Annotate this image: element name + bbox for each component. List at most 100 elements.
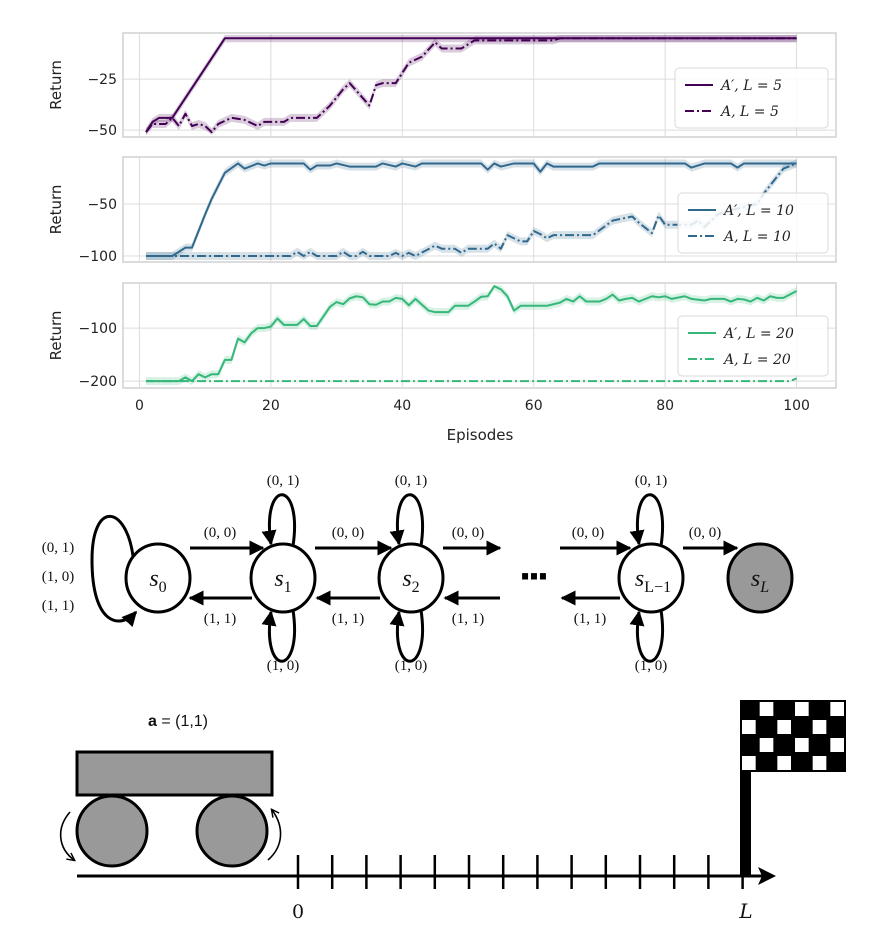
ellipsis-icon: ··· [519,557,547,597]
track-axis-arrowhead [758,867,776,885]
x-tick-label: 100 [783,398,810,414]
legend-label: A, L = 5 [719,104,779,120]
track-scene: a = (1,1) 0 L [59,700,846,923]
flag-square [777,756,791,770]
loop-label-bottom: (1, 0) [267,658,300,674]
flag-square [812,756,827,770]
s0-self-loop [90,515,138,628]
forward-edge-label: (0, 0) [689,525,722,541]
forward-edge-label: (0, 0) [572,525,605,541]
flag-square [777,720,791,734]
self-loop-bottom [629,609,664,663]
state-node-0 [124,542,192,614]
x-tick-label: 20 [262,398,280,414]
legend-box [674,67,829,129]
state-node-4 [726,542,794,614]
loop-label-top: (0, 1) [635,473,668,489]
x-tick-label: 80 [656,398,674,414]
backward-edge-label: (1, 1) [204,611,237,627]
self-loop-bottom [261,609,296,663]
state-node-1 [249,542,317,614]
y-tick-label: −100 [79,249,117,265]
series-line-proposed [145,37,797,133]
legend-box [677,192,829,254]
return-charts: −50 −25 Return A′, L = 5 A, L = 5 −100 −50 Retu… [47,32,837,414]
legend-label: A′, L = 5 [719,78,782,94]
series-line-proposed [146,162,797,257]
chart-panel-1: −50 −25 Return A′, L = 5 A, L = 5 [47,32,837,139]
flag-cloth [740,700,846,772]
s0-loop-label: (1, 0) [42,569,75,585]
x-tick-label: 0 [135,398,144,414]
flag-square [812,720,827,734]
track-start-label: 0 [292,901,304,923]
flag-square [795,738,809,752]
flag-square [830,738,844,752]
flag-square [742,756,756,770]
flag-square [759,738,774,752]
s0-loop-label: (0, 1) [42,540,75,556]
car-body [75,750,274,797]
state-label: sL−1 [635,566,671,596]
legend: A′, L = 20 A, L = 20 [677,315,829,377]
x-tick-label: 60 [525,398,543,414]
flag-square [742,720,756,734]
self-loop-top [629,493,664,547]
x-axis-label: Episodes [447,426,514,444]
backward-edge-label: (1, 1) [332,611,365,627]
s0-loop-label: (1, 1) [42,598,75,614]
flag-pole [740,700,751,876]
loop-label-top: (0, 1) [395,473,428,489]
y-axis-label: Return [47,60,65,110]
state-node-2 [377,542,445,614]
series-line-baseline [145,37,797,134]
chart-panel-3: −200 −100 0 20 40 60 80 100 Return A′, L = 20 A, L… [47,282,837,414]
backward-edge-label: (1, 1) [574,611,607,627]
y-tick-label: −25 [87,72,117,88]
loop-label-bottom: (1, 0) [395,658,428,674]
state-node-3 [617,542,685,614]
x-tick-label: 40 [393,398,411,414]
self-loop-top [261,493,296,547]
legend-label: A′, L = 20 [722,326,794,342]
legend-label: A, L = 20 [722,352,791,368]
forward-edge-label: (0, 0) [204,525,237,541]
state-label: sL [751,566,769,596]
car-wheel-right [195,794,269,868]
flag-square [830,702,844,716]
series-line-proposed [146,285,798,383]
self-loop-bottom [389,609,424,663]
rotation-arrow-right-icon [267,810,282,861]
track-end-label: L [738,899,752,923]
flag-square [759,702,774,716]
self-loop-top [389,493,424,547]
y-tick-label: −100 [79,321,117,337]
legend: A′, L = 5 A, L = 5 [674,67,829,129]
action-label: a = (1,1) [148,713,208,730]
legend: A′, L = 10 A, L = 10 [677,192,829,254]
chart-panel-2: −100 −50 Return A′, L = 10 A, L = 10 [47,156,837,265]
legend-label: A′, L = 10 [722,203,794,219]
flag-square [795,702,809,716]
state-label: s1 [274,566,291,596]
checkered-flag [740,700,846,772]
rotation-arrow-left-icon [59,811,74,860]
legend-label: A, L = 10 [722,229,791,245]
forward-edge-label: (0, 0) [332,525,365,541]
state-label: s2 [402,566,419,596]
loop-label-top: (0, 1) [267,473,300,489]
state-label: s0 [149,566,166,596]
series-line-baseline [146,377,797,383]
y-axis-label: Return [47,311,65,361]
y-tick-label: −200 [79,374,117,390]
y-axis-label: Return [47,185,65,235]
state-diagram [90,493,794,663]
car-wheel-left [75,794,149,868]
legend-box [677,315,829,377]
y-tick-label: −50 [87,197,117,213]
loop-label-bottom: (1, 0) [635,658,668,674]
forward-edge-label: (0, 0) [452,525,485,541]
diagram-labels: s0 s1 s2 sL−1 sL (0, 1) (1, 0) (0, 1) (1, 0) (0, … [42,473,769,674]
backward-edge-label: (1, 1) [452,611,485,627]
